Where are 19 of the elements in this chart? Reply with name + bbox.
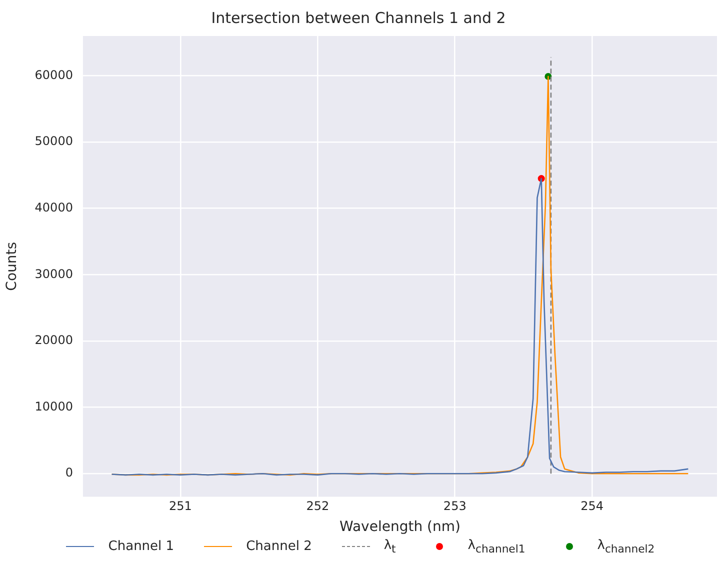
y-tick-label: 60000 [34, 68, 73, 82]
y-axis-title: Counts [4, 242, 20, 291]
x-axis-title: Wavelength (nm) [340, 519, 460, 536]
legend-label: λ$_{t}$ [384, 538, 396, 556]
y-tick-label: 30000 [34, 266, 73, 281]
y-tick-label: 10000 [34, 399, 73, 414]
legend-label: λ$_{channel2}$ [597, 538, 655, 556]
y-tick-label: 50000 [34, 134, 73, 148]
x-tick-label: 252 [306, 499, 330, 514]
legend-label: Channel 2 [246, 539, 312, 554]
legend-label: Channel 1 [108, 539, 174, 554]
chart-title: Intersection between Channels 1 and 2 [211, 8, 506, 27]
y-tick-label: 0 [65, 466, 73, 480]
legend-label: λ$_{channel1}$ [468, 538, 526, 556]
x-tick-label: 254 [580, 499, 604, 514]
x-tick-label: 251 [168, 499, 192, 514]
x-tick-label: 253 [443, 499, 466, 514]
y-tick-label: 40000 [34, 200, 73, 215]
y-tick-label: 20000 [34, 333, 73, 348]
